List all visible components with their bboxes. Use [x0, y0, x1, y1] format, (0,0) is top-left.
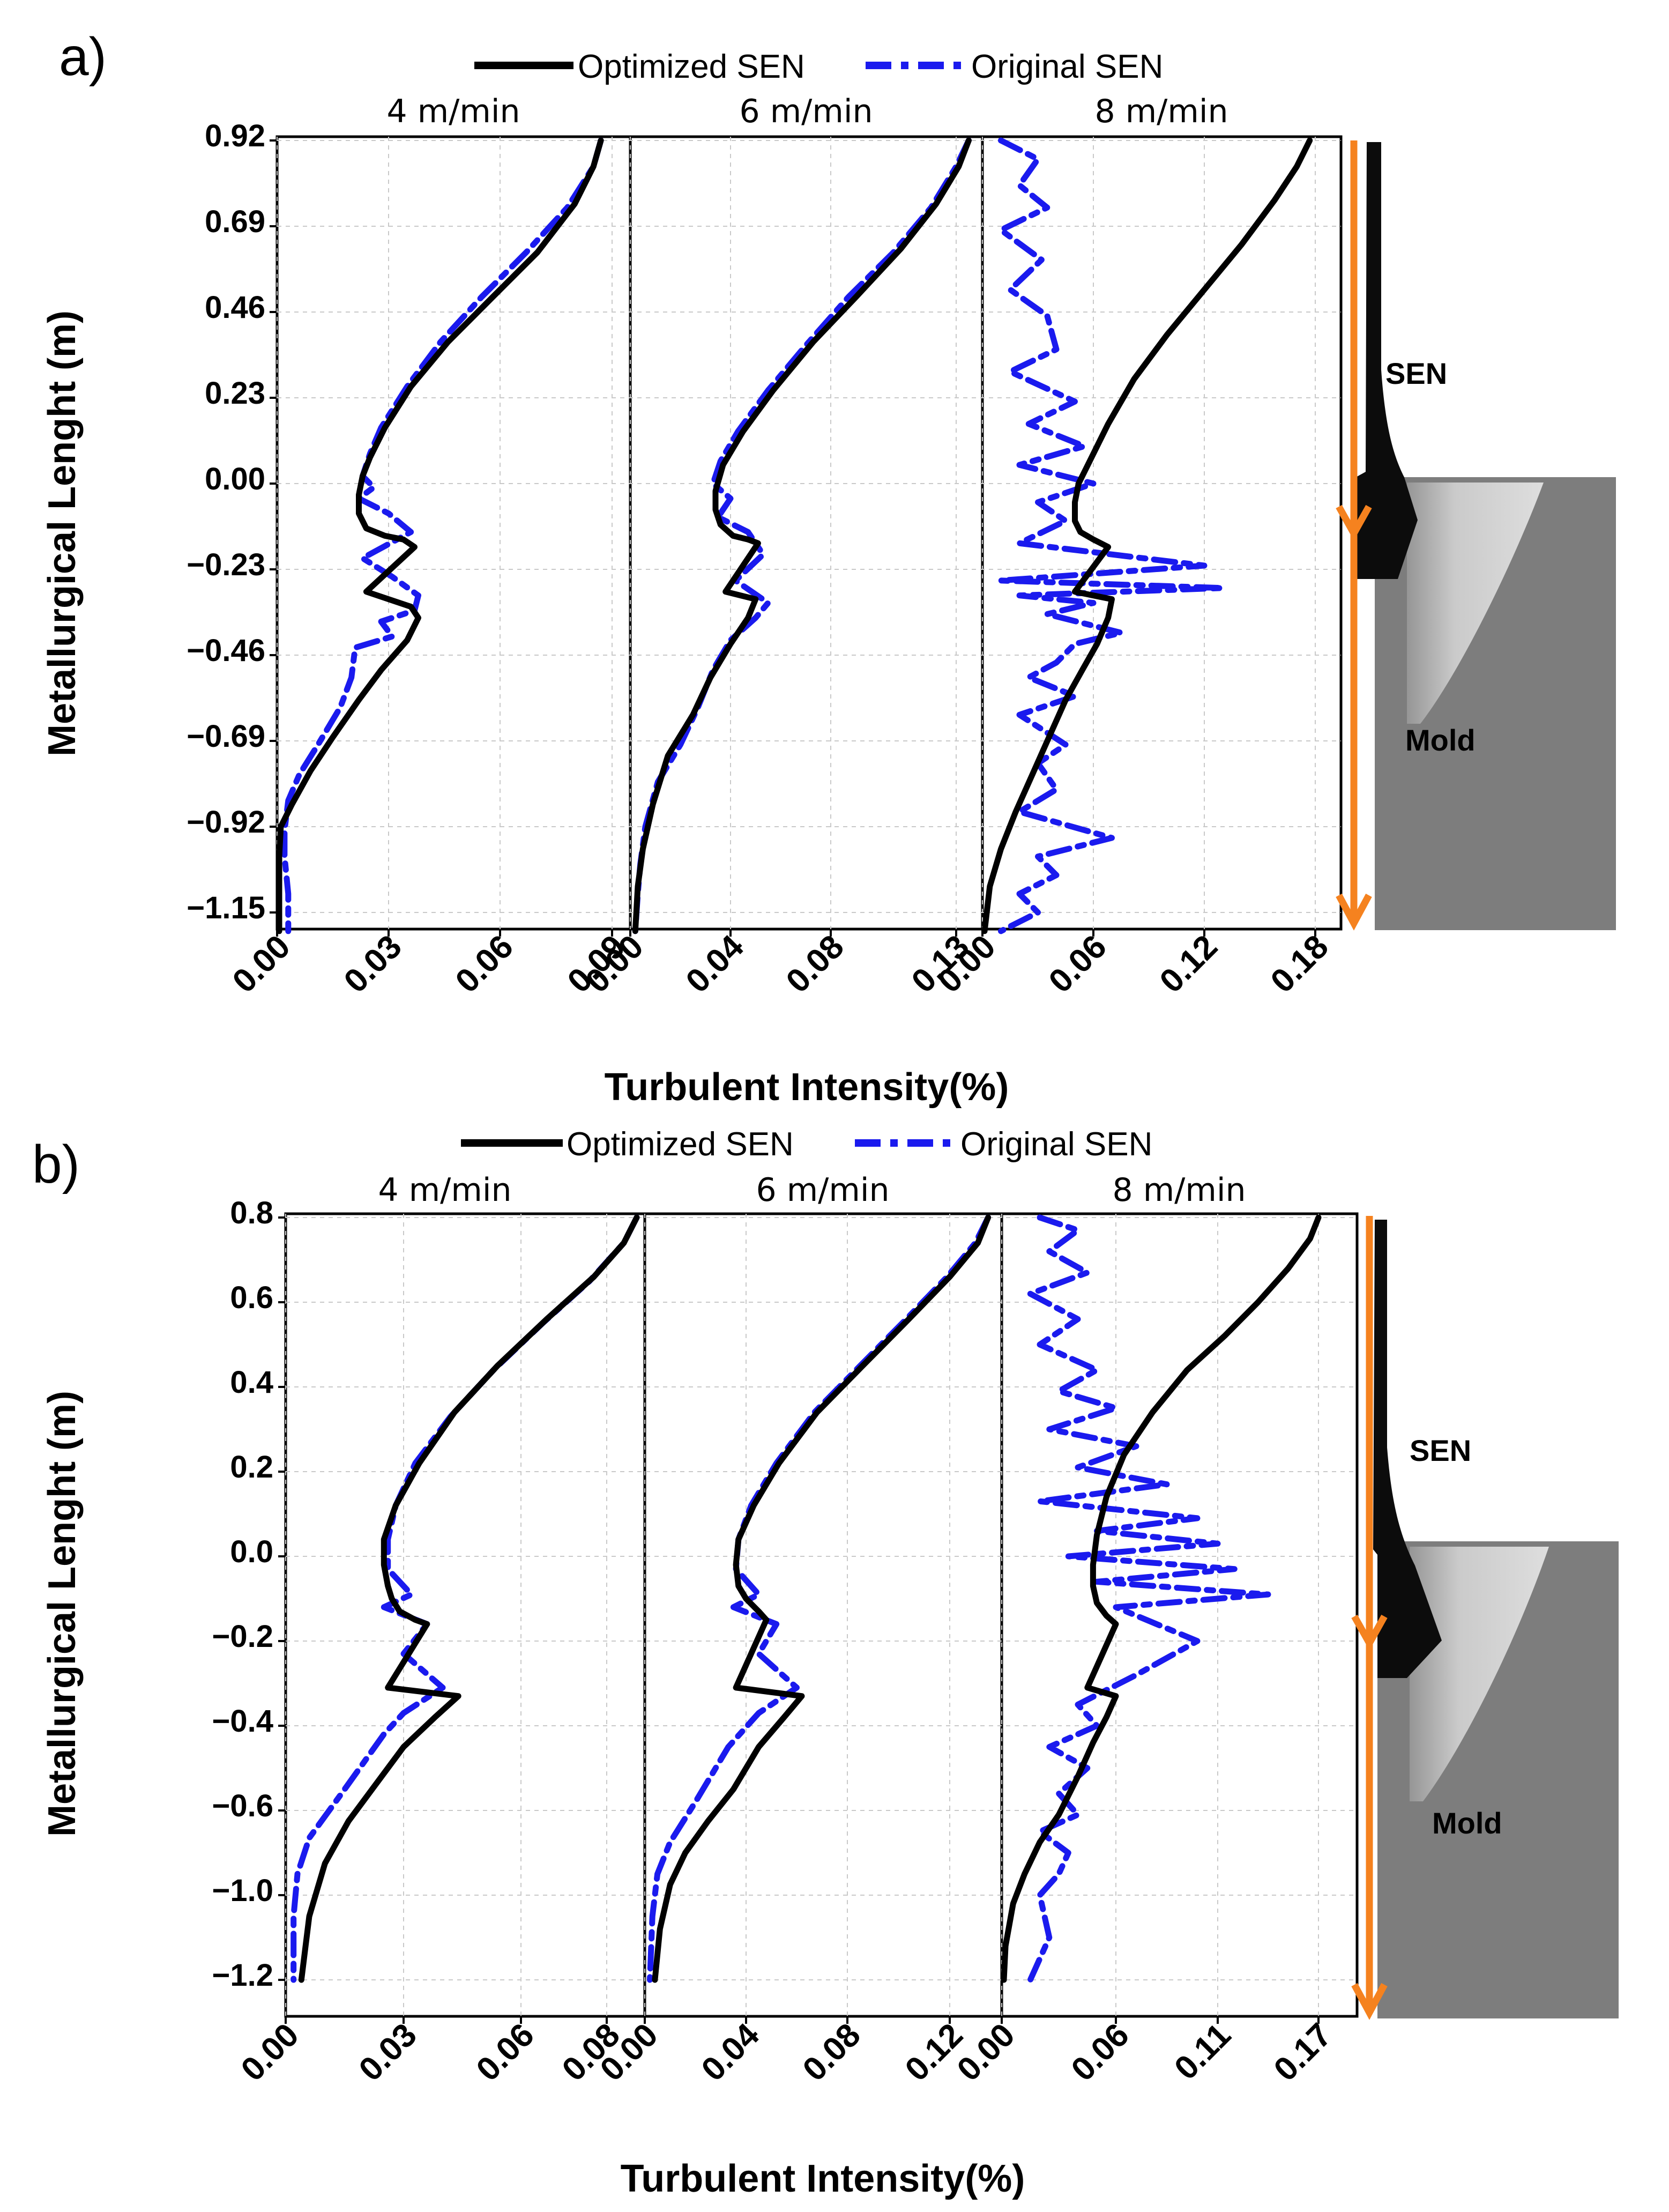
xtick-b2-2: 0.08 — [796, 2016, 868, 2088]
series-b — [290, 1214, 1322, 1983]
legend-a: Optimized SEN Original SEN — [474, 48, 1163, 85]
series-line-optimized — [652, 1214, 992, 1983]
mold-jet-a — [1407, 483, 1544, 724]
xtick-a2-2: 0.08 — [779, 928, 851, 1000]
sen-nozzle-a — [1356, 142, 1418, 579]
ytick-a-5: −0.23 — [187, 547, 265, 582]
subplot-a1-title: 4 m/min — [386, 93, 520, 130]
legend-label-original-b: Original SEN — [960, 1126, 1152, 1163]
sen-label-b: SEN — [1410, 1434, 1471, 1467]
series-line-original — [632, 137, 972, 934]
series-line-original — [281, 137, 604, 934]
schematic-a: SEN Mold — [1336, 140, 1616, 931]
subplot-a1-frame — [275, 135, 632, 931]
series-line-optimized — [981, 137, 1313, 934]
series-line-optimized — [276, 137, 604, 934]
xtick-b1-2: 0.06 — [470, 2016, 541, 2088]
legend-label-optimized: Optimized SEN — [578, 48, 805, 85]
series-line-original — [998, 137, 1226, 934]
ytick-b-2: 0.4 — [230, 1365, 273, 1400]
panel-a: a) Optimized SEN Original SEN 4 m/min 6 … — [41, 27, 1616, 1109]
xtick-b3-3: 0.17 — [1267, 2016, 1339, 2088]
ylabel-b: Metallurgical Lenght (m) — [41, 1391, 84, 1837]
ytick-b-9: −1.2 — [212, 1958, 274, 1993]
series-line-optimized — [298, 1214, 640, 1983]
xtick-b3-1: 0.06 — [1064, 2016, 1136, 2088]
subplot-b2-frame — [643, 1212, 1003, 2018]
mold-label-b: Mold — [1432, 1806, 1502, 1840]
ytick-b-8: −1.0 — [212, 1873, 274, 1908]
subplot-b1-frame — [284, 1212, 646, 2018]
panel-b: b) Optimized SEN Original SEN 4 m/min 6 … — [32, 1126, 1619, 2200]
subplot-b2-title: 6 m/min — [756, 1171, 889, 1209]
xtick-b2-1: 0.04 — [695, 2016, 766, 2088]
legend-label-optimized-b: Optimized SEN — [567, 1126, 794, 1163]
subplot-a2-frame — [629, 135, 984, 931]
xtick-a1-2: 0.06 — [449, 928, 520, 1000]
grid-a — [270, 137, 1341, 937]
ytick-b-6: −0.4 — [212, 1704, 274, 1739]
ylabel-a: Metallurgical Lenght (m) — [41, 310, 84, 756]
legend-label-original: Original SEN — [971, 48, 1163, 85]
arrow-head-bottom-b — [1351, 1983, 1388, 2020]
ytick-a-0: 0.92 — [205, 118, 265, 153]
schematic-b: SEN Mold — [1351, 1216, 1619, 2020]
mold-jet-b — [1410, 1547, 1549, 1801]
series-line-original — [647, 1214, 992, 1983]
series-a — [276, 137, 1313, 934]
ytick-a-7: −0.69 — [187, 719, 265, 754]
xticks-b: 0.00 0.03 0.06 0.08 0.00 0.04 0.08 0.12 … — [234, 2016, 1339, 2088]
subplot-b1-title: 4 m/min — [378, 1171, 511, 1209]
subplot-a3-title: 8 m/min — [1094, 93, 1228, 130]
xtick-a3-2: 0.12 — [1153, 928, 1225, 1000]
series-line-optimized — [632, 137, 972, 934]
xtick-a2-1: 0.04 — [679, 928, 751, 1000]
ytick-a-9: −1.15 — [187, 890, 265, 925]
yticks-a: 0.92 0.69 0.46 0.23 0.00 −0.23 −0.46 −0.… — [187, 118, 265, 925]
xtick-a1-1: 0.03 — [337, 928, 409, 1000]
grid-b — [278, 1214, 1357, 2024]
series-line-original — [1027, 1214, 1271, 1983]
xtick-b1-1: 0.03 — [352, 2016, 424, 2088]
ytick-b-0: 0.8 — [230, 1196, 273, 1230]
ytick-a-1: 0.69 — [205, 204, 265, 239]
xtick-a3-1: 0.06 — [1042, 928, 1114, 1000]
ytick-b-4: 0.0 — [230, 1534, 273, 1569]
panel-label-b: b) — [32, 1134, 80, 1194]
ytick-b-3: 0.2 — [230, 1450, 273, 1484]
xticks-a: 0.00 0.03 0.06 0.09 0.00 0.04 0.08 0.13 … — [226, 928, 1336, 1000]
xtick-b3-2: 0.11 — [1167, 2016, 1238, 2087]
mold-label-a: Mold — [1405, 723, 1476, 757]
series-line-optimized — [1001, 1214, 1322, 1983]
arrow-head-mid-a — [1336, 504, 1372, 541]
xtick-a3-3: 0.18 — [1264, 928, 1336, 1000]
xlabel-a: Turbulent Intensity(%) — [605, 1066, 1009, 1109]
ytick-a-4: 0.00 — [205, 462, 265, 496]
legend-b: Optimized SEN Original SEN — [461, 1126, 1152, 1163]
panel-label-a: a) — [59, 27, 107, 87]
ytick-b-7: −0.6 — [212, 1788, 274, 1823]
ytick-b-5: −0.2 — [212, 1619, 274, 1654]
sen-label-a: SEN — [1385, 357, 1447, 390]
arrow-head-bottom-a — [1336, 893, 1372, 931]
subplot-b3-title: 8 m/min — [1112, 1171, 1246, 1209]
ytick-a-2: 0.46 — [205, 290, 265, 325]
arrow-head-mid-b — [1351, 1614, 1388, 1651]
xtick-b1-0: 0.00 — [234, 2016, 306, 2088]
xlabel-b: Turbulent Intensity(%) — [621, 2157, 1025, 2200]
yticks-b: 0.8 0.6 0.4 0.2 0.0 −0.2 −0.4 −0.6 −1.0 … — [212, 1196, 274, 1993]
ytick-a-6: −0.46 — [187, 633, 265, 668]
ytick-b-1: 0.6 — [230, 1280, 273, 1315]
xtick-b3-0: 0.00 — [950, 2016, 1022, 2088]
ytick-a-3: 0.23 — [205, 376, 265, 411]
ytick-a-8: −0.92 — [187, 805, 265, 840]
subplot-a2-title: 6 m/min — [739, 93, 873, 130]
sen-nozzle-b — [1373, 1220, 1442, 1678]
xtick-a1-0: 0.00 — [226, 928, 297, 1000]
series-line-original — [290, 1214, 640, 1983]
